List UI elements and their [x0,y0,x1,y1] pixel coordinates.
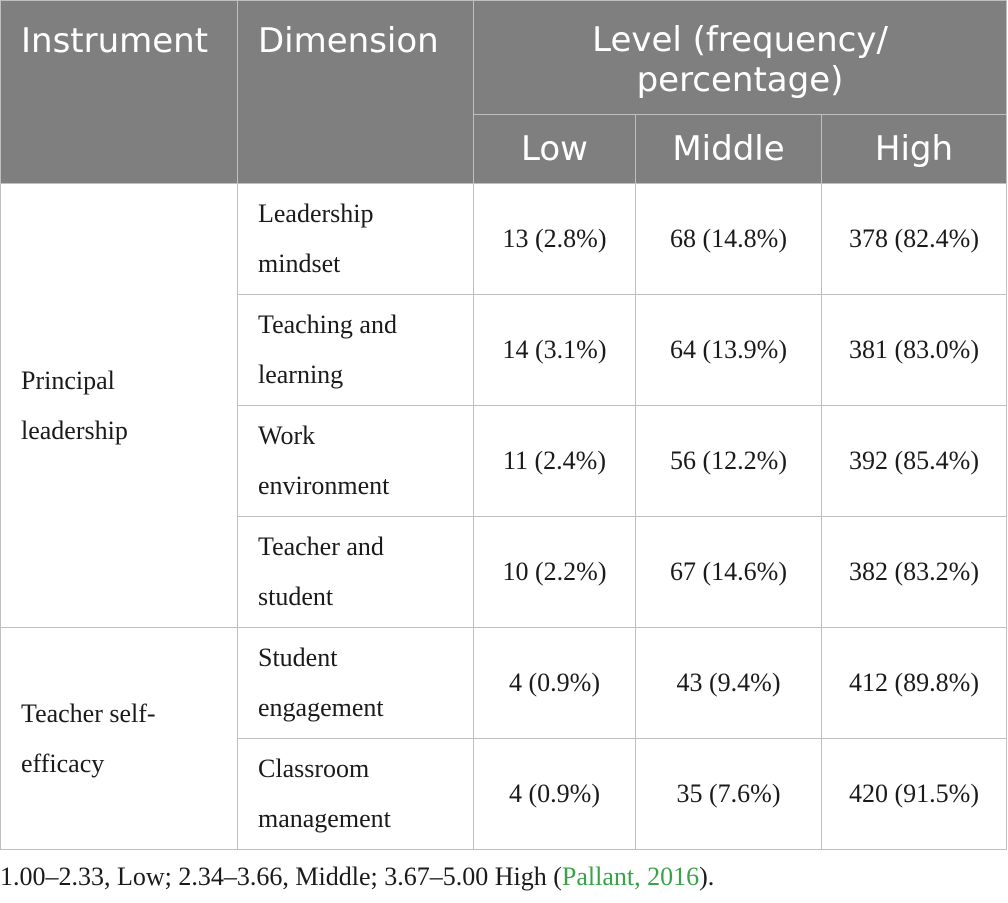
low-cell: 4 (0.9%) [473,627,636,739]
header-middle: Middle [635,114,822,184]
middle-cell: 64 (13.9%) [635,294,822,406]
header-low: Low [473,114,636,184]
dimension-cell: Teacher and student [237,516,474,628]
low-cell: 14 (3.1%) [473,294,636,406]
table-footnote: 1.00–2.33, Low; 2.34–3.66, Middle; 3.67–… [0,862,714,892]
high-cell: 378 (82.4%) [821,183,1007,295]
table-row: Teaching and learning 14 (3.1%) 64 (13.9… [1,294,1007,406]
header-instrument: Instrument [0,0,238,184]
high-cell: 392 (85.4%) [821,405,1007,517]
middle-cell: 67 (14.6%) [635,516,822,628]
dimension-cell: Classroom management [237,738,474,850]
high-cell: 412 (89.8%) [821,627,1007,739]
header-dimension: Dimension [237,0,474,184]
middle-cell: 68 (14.8%) [635,183,822,295]
table-row: Principal leadership Leadership mindset … [0,183,1007,628]
table-row: Teacher self-efficacy Student engagement… [0,627,1007,850]
header-high: High [821,114,1007,184]
dimension-cell: Student engagement [237,627,474,739]
low-cell: 11 (2.4%) [473,405,636,517]
high-cell: 382 (83.2%) [821,516,1007,628]
results-table: Instrument Dimension Level (frequency/ p… [0,0,1007,850]
middle-cell: 35 (7.6%) [635,738,822,850]
table-body: Principal leadership Leadership mindset … [0,183,1007,850]
footnote-text: 1.00–2.33, Low; 2.34–3.66, Middle; 3.67–… [0,862,562,891]
instrument-cell: Principal leadership [0,183,238,628]
dimension-cell: Leadership mindset [237,183,474,295]
header-level: Level (frequency/ percentage) [473,0,1007,115]
instrument-cell: Teacher self-efficacy [0,627,238,850]
dimension-cell: Work environment [237,405,474,517]
table-row: Work environment 11 (2.4%) 56 (12.2%) 39… [1,405,1007,517]
low-cell: 4 (0.9%) [473,738,636,850]
citation-link[interactable]: Pallant, 2016 [561,862,700,891]
dimension-cell: Teaching and learning [237,294,474,406]
table-row: Teacher and student 10 (2.2%) 67 (14.6%)… [1,516,1007,628]
footnote-end: ). [699,862,715,891]
low-cell: 10 (2.2%) [473,516,636,628]
middle-cell: 56 (12.2%) [635,405,822,517]
low-cell: 13 (2.8%) [473,183,636,295]
high-cell: 420 (91.5%) [821,738,1007,850]
high-cell: 381 (83.0%) [821,294,1007,406]
middle-cell: 43 (9.4%) [635,627,822,739]
table-header: Instrument Dimension Level (frequency/ p… [0,0,1007,184]
table-row: Classroom management 4 (0.9%) 35 (7.6%) … [1,738,1007,850]
